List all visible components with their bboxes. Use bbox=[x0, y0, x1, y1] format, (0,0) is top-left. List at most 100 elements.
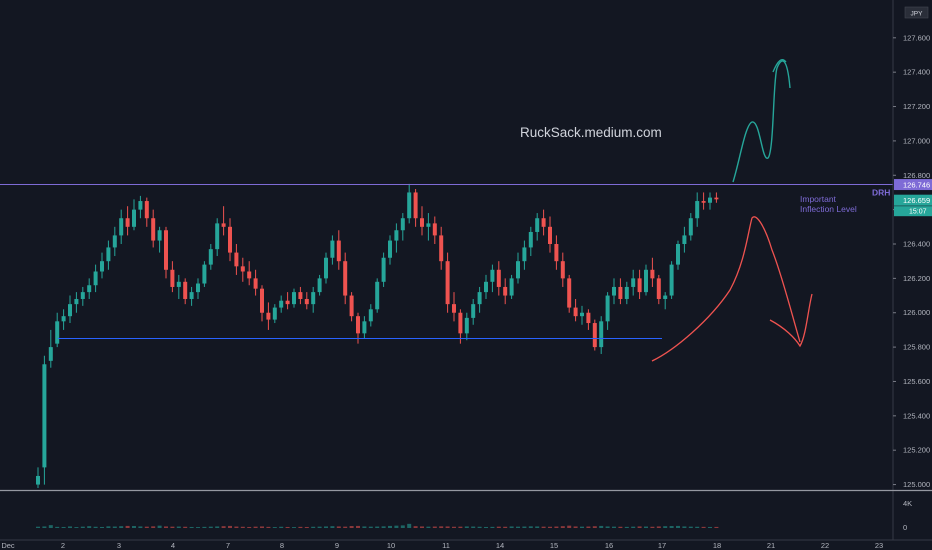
volume-bar-32 bbox=[240, 526, 245, 528]
volume-bar-47 bbox=[336, 526, 341, 528]
candle-57 bbox=[400, 213, 405, 241]
y-tick-label-11: 127.200 bbox=[903, 102, 930, 111]
volume-bar-13 bbox=[119, 526, 124, 528]
candle-106 bbox=[714, 192, 719, 203]
candle-37 bbox=[272, 304, 277, 324]
volume-bar-2 bbox=[48, 525, 53, 528]
candle-body-21 bbox=[170, 269, 175, 287]
volume-bar-99 bbox=[669, 526, 674, 528]
volume-bar-78 bbox=[535, 526, 540, 528]
candle-49 bbox=[349, 292, 354, 322]
candle-body-84 bbox=[573, 307, 578, 317]
support-arrow-curve bbox=[651, 216, 801, 362]
candle-83 bbox=[567, 274, 572, 313]
candle-31 bbox=[234, 244, 239, 275]
volume-bar-27 bbox=[208, 526, 213, 528]
volume-bar-80 bbox=[548, 526, 552, 528]
volume-bar-42 bbox=[304, 526, 309, 528]
candle-9 bbox=[93, 264, 98, 293]
candle-8 bbox=[87, 278, 92, 299]
volume-bar-17 bbox=[144, 526, 149, 528]
candle-body-70 bbox=[484, 281, 488, 293]
volume-bar-8 bbox=[87, 526, 92, 528]
candle-body-66 bbox=[458, 312, 463, 334]
volume-bar-60 bbox=[420, 526, 424, 528]
candle-47 bbox=[336, 230, 341, 270]
candle-body-89 bbox=[605, 295, 610, 322]
y-tick-label-4: 125.800 bbox=[903, 343, 930, 352]
volume-tick-0: 0 bbox=[903, 523, 907, 532]
candle-66 bbox=[458, 309, 463, 344]
volume-bar-21 bbox=[170, 526, 175, 528]
volume-bar-73 bbox=[503, 526, 508, 528]
x-tick-label-10: 15 bbox=[550, 541, 558, 550]
volume-bar-41 bbox=[298, 526, 303, 528]
volume-bar-14 bbox=[125, 525, 130, 528]
candle-body-52 bbox=[368, 309, 373, 322]
candle-77 bbox=[528, 226, 533, 257]
candle-86 bbox=[586, 309, 591, 330]
candle-58 bbox=[407, 183, 412, 224]
x-tick-label-5: 8 bbox=[280, 541, 284, 550]
candle-body-64 bbox=[445, 261, 450, 305]
candle-61 bbox=[426, 213, 431, 241]
candle-0 bbox=[36, 467, 40, 488]
candles-layer bbox=[36, 183, 719, 528]
candle-54 bbox=[381, 252, 386, 287]
volume-bar-91 bbox=[618, 526, 623, 528]
candle-87 bbox=[592, 319, 597, 351]
volume-bar-6 bbox=[74, 527, 79, 528]
volume-bar-70 bbox=[484, 526, 488, 528]
volume-bar-37 bbox=[272, 527, 277, 528]
volume-bar-46 bbox=[330, 526, 335, 528]
candle-50 bbox=[356, 312, 360, 344]
candle-69 bbox=[477, 286, 482, 313]
candle-body-53 bbox=[375, 281, 380, 310]
candle-body-73 bbox=[503, 286, 508, 296]
candle-81 bbox=[554, 235, 559, 270]
candle-body-74 bbox=[509, 278, 514, 296]
volume-bar-101 bbox=[682, 526, 687, 528]
candle-body-100 bbox=[676, 244, 680, 265]
candle-41 bbox=[298, 286, 303, 305]
volume-bar-89 bbox=[605, 526, 610, 528]
volume-bar-98 bbox=[663, 526, 668, 528]
level-note-line1: Important bbox=[800, 194, 837, 204]
candle-70 bbox=[484, 274, 488, 299]
candle-body-80 bbox=[548, 226, 552, 244]
volume-bar-79 bbox=[541, 526, 546, 528]
candle-63 bbox=[439, 226, 444, 270]
volume-bar-95 bbox=[644, 526, 648, 528]
candle-92 bbox=[624, 281, 629, 305]
candle-10 bbox=[100, 252, 104, 279]
volume-bar-74 bbox=[509, 526, 514, 528]
candle-body-88 bbox=[599, 321, 604, 348]
volume-bar-9 bbox=[93, 526, 98, 528]
volume-bar-77 bbox=[528, 526, 533, 528]
candle-body-48 bbox=[343, 261, 348, 296]
volume-bar-64 bbox=[445, 526, 450, 528]
volume-bar-18 bbox=[151, 526, 156, 528]
volume-bar-38 bbox=[279, 526, 284, 528]
candle-body-60 bbox=[420, 218, 424, 227]
candle-body-12 bbox=[112, 235, 117, 248]
candle-14 bbox=[125, 206, 130, 236]
candle-body-36 bbox=[266, 312, 271, 320]
volume-bar-104 bbox=[701, 526, 706, 528]
volume-bar-85 bbox=[580, 526, 584, 528]
volume-bar-68 bbox=[471, 526, 476, 528]
candle-body-105 bbox=[708, 197, 712, 203]
volume-bar-93 bbox=[631, 526, 636, 528]
volume-bar-31 bbox=[234, 526, 239, 528]
candle-102 bbox=[688, 213, 693, 241]
x-tick-label-3: 4 bbox=[171, 541, 175, 550]
bull-projection-curve bbox=[732, 60, 791, 183]
volume-bar-96 bbox=[650, 526, 655, 528]
volume-bar-72 bbox=[496, 526, 501, 528]
countdown-label: 15:07 bbox=[909, 209, 927, 216]
y-tick-label-9: 126.800 bbox=[903, 171, 930, 180]
currency-badge[interactable]: JPY bbox=[904, 6, 929, 19]
candle-78 bbox=[535, 213, 540, 241]
candle-24 bbox=[189, 286, 194, 306]
candle-body-82 bbox=[560, 261, 565, 279]
